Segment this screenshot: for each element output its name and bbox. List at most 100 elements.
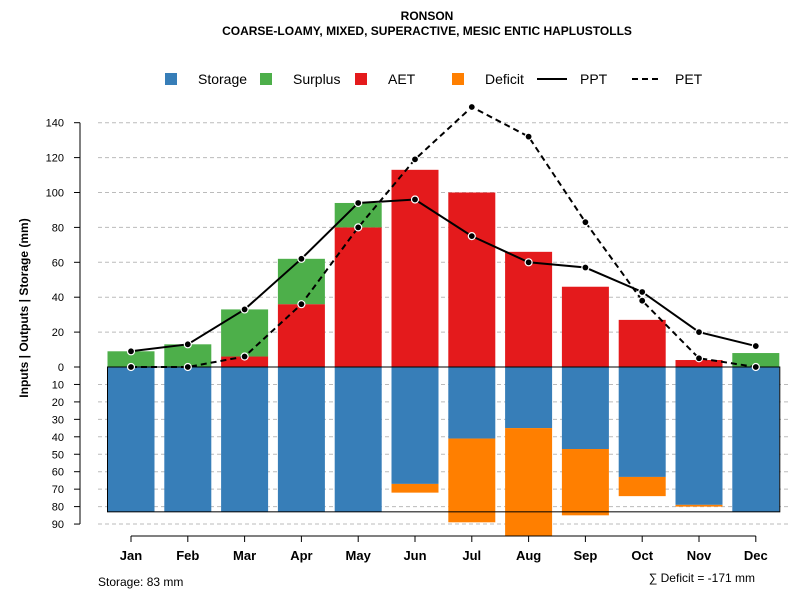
ppt-point [297,254,306,263]
pet-point [410,155,420,164]
storage-bar [618,367,666,477]
storage-bar [107,367,155,512]
x-tick-label: Jun [403,548,426,563]
pet-point [751,362,760,372]
storage-bar [221,367,269,512]
chart-subtitle: COARSE-LOAMY, MIXED, SUPERACTIVE, MESIC … [222,24,632,38]
surplus-bar [221,309,269,357]
x-tick-label: Jul [462,548,481,563]
y-tick-label: 90 [52,519,64,531]
deficit-bar [505,428,553,537]
deficit-bar [561,449,609,516]
ppt-point [524,258,533,267]
legend-aet-label: AET [388,71,416,87]
ppt-point [638,287,647,297]
gridlines [98,122,790,525]
ppt-point [694,328,704,337]
x-tick-label: Mar [233,548,256,563]
surplus-bar [107,351,155,367]
y-tick-label: 50 [52,449,64,461]
deficit-bar [618,476,666,497]
bars [107,169,781,537]
pet-point [183,362,192,372]
y-tick-label: 80 [52,502,64,514]
y-tick-label: 60 [52,467,64,479]
pet-point [297,300,306,309]
surplus-bar [164,344,212,367]
deficit-bar [391,483,439,493]
axes: 0 20 40 60 80 100 120 140 10 20 30 40 50 60 70 80 90 Jan F… [46,118,768,563]
y-tick-label: 20 [52,397,64,409]
storage-bar [391,367,439,484]
legend-surplus-swatch [260,73,272,85]
ppt-point [581,263,590,272]
aet-bar [618,319,666,367]
deficit-bar [675,504,723,507]
storage-label: Storage: 83 mm [98,575,183,589]
deficit-total-label: ∑ Deficit = -171 mm [649,571,755,585]
y-tick-label: 40 [52,432,64,444]
legend-surplus-label: Surplus [293,71,340,87]
y-tick-label: 70 [52,484,64,496]
x-tick-label: Jan [120,548,142,563]
storage-bar [732,367,780,512]
ppt-point [467,232,476,241]
ppt-point [183,340,192,349]
pet-point [240,352,249,361]
y-tick-label: 40 [52,292,64,304]
ppt-point [354,198,363,208]
pet-point [467,102,476,112]
y-tick-label: 80 [52,222,64,234]
deficit-bar [448,438,496,523]
surplus-bar [277,258,325,305]
storage-bar [277,367,325,512]
aet-bar [675,360,723,367]
pet-point [354,223,363,232]
storage-bar [448,367,496,439]
surplus-bar [732,353,780,367]
y-tick-label: 60 [52,257,64,269]
legend-pet-label: PET [675,71,703,87]
y-tick-label: 10 [52,379,64,391]
x-tick-label: Oct [631,548,653,563]
x-tick-label: Nov [687,548,712,563]
pet-point [694,354,704,363]
ppt-point [126,347,136,356]
ppt-point [410,195,420,204]
x-tick-label: Aug [516,548,541,563]
aet-bar [448,192,496,367]
storage-bar [164,367,212,512]
pet-point [524,132,533,141]
x-tick-label: Apr [290,548,312,563]
storage-bar [334,367,382,512]
aet-bar [221,356,269,367]
legend-deficit-label: Deficit [485,71,524,87]
y-tick-label: 20 [52,327,64,339]
aet-bar [561,286,609,367]
pet-point [638,296,647,305]
legend: Storage Surplus AET Deficit PPT PET [165,71,703,87]
y-tick-label: 0 [58,362,64,374]
pet-line [131,105,756,368]
series-lines [126,102,760,372]
aet-bar [505,251,553,367]
pet-point [126,362,136,372]
storage-bar [505,367,553,429]
x-tick-label: Sep [573,548,597,563]
legend-aet-swatch [355,73,367,85]
aet-bar [277,304,325,367]
legend-deficit-swatch [452,73,464,85]
y-tick-label: 30 [52,414,64,426]
ppt-point [240,305,249,314]
aet-bar [334,227,382,367]
legend-storage-swatch [165,73,177,85]
x-tick-label: Dec [744,548,768,563]
storage-bar [561,367,609,450]
pet-point [581,218,590,227]
ppt-point [751,341,760,351]
y-tick-label: 120 [46,153,64,165]
legend-storage-label: Storage [198,71,247,87]
y-tick-label: 140 [46,118,64,130]
y-tick-label: 100 [46,188,64,200]
